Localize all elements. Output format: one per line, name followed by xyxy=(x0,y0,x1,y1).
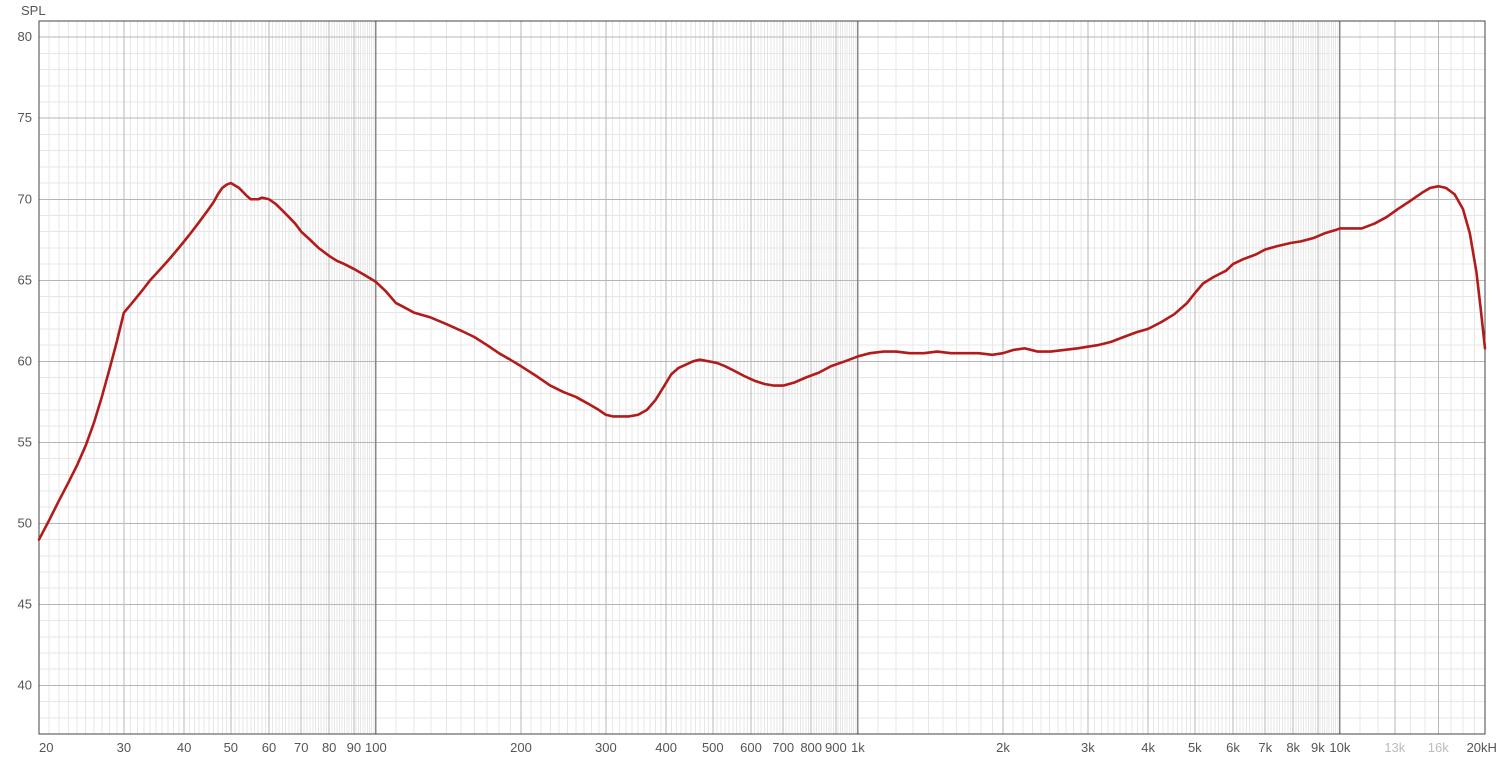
y-tick-label: 80 xyxy=(18,29,32,44)
x-tick-label: 8k xyxy=(1286,740,1300,755)
x-tick-label: 1k xyxy=(851,740,865,755)
x-tick-label: 20kHz xyxy=(1467,740,1497,755)
x-tick-label: 90 xyxy=(347,740,361,755)
x-tick-label: 5k xyxy=(1188,740,1202,755)
y-tick-label: 65 xyxy=(18,272,32,287)
spl-frequency-chart: 40 45 50 55 60 65 70 75 80 SPL 20 30 40 50 60 70 80 90 100… xyxy=(0,0,1497,774)
x-tick-label: 50 xyxy=(224,740,238,755)
y-tick-label: 60 xyxy=(18,353,32,368)
x-tick-label: 900 xyxy=(825,740,847,755)
y-tick-label: 45 xyxy=(18,596,32,611)
x-tick-label: 3k xyxy=(1081,740,1095,755)
y-tick-label: 50 xyxy=(18,515,32,530)
x-tick-label: 400 xyxy=(655,740,677,755)
x-tick-label: 200 xyxy=(510,740,532,755)
y-axis-label: SPL xyxy=(21,3,46,18)
x-tick-label: 70 xyxy=(294,740,308,755)
y-tick-label: 70 xyxy=(18,191,32,206)
x-tick-label: 80 xyxy=(322,740,336,755)
x-tick-label: 40 xyxy=(177,740,191,755)
y-tick-label: 55 xyxy=(18,434,32,449)
x-tick-label: 800 xyxy=(800,740,822,755)
x-tick-label: 500 xyxy=(702,740,724,755)
x-tick-label: 300 xyxy=(595,740,617,755)
x-tick-label: 13k xyxy=(1384,740,1405,755)
x-tick-label: 100 xyxy=(365,740,387,755)
x-tick-label: 10k xyxy=(1329,740,1350,755)
x-tick-label: 20 xyxy=(39,740,53,755)
chart-background xyxy=(0,0,1497,774)
y-tick-label: 40 xyxy=(18,677,32,692)
x-tick-label: 600 xyxy=(740,740,762,755)
x-tick-label: 7k xyxy=(1258,740,1272,755)
x-tick-label: 6k xyxy=(1226,740,1240,755)
x-tick-label: 2k xyxy=(996,740,1010,755)
y-tick-label: 75 xyxy=(18,110,32,125)
x-tick-label: 700 xyxy=(772,740,794,755)
x-tick-label: 4k xyxy=(1141,740,1155,755)
x-tick-label: 30 xyxy=(117,740,131,755)
x-tick-label: 16k xyxy=(1428,740,1449,755)
x-tick-label: 60 xyxy=(262,740,276,755)
x-tick-label: 9k xyxy=(1311,740,1325,755)
